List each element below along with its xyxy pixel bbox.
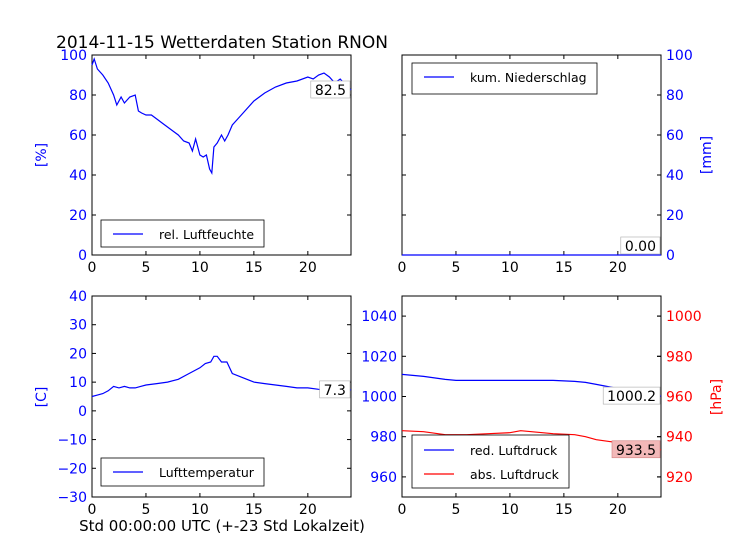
x-tick-label: 15 — [245, 260, 263, 276]
y-tick-label: 0 — [666, 248, 675, 264]
x-tick-label: 0 — [398, 502, 407, 518]
current-value-label: 82.5 — [315, 83, 346, 99]
x-tick-label: 0 — [88, 502, 97, 518]
x-tick-label: 0 — [398, 260, 407, 276]
y-tick-label: 980 — [370, 430, 397, 446]
x-axis-label: Std 00:00:00 UTC (+-23 Std Lokalzeit) — [79, 517, 365, 535]
x-tick-label: 5 — [451, 260, 460, 276]
y-tick-label: 10 — [69, 375, 87, 391]
x-tick-label: 0 — [88, 260, 97, 276]
current-value-label: 0.00 — [625, 239, 656, 255]
x-tick-label: 5 — [141, 502, 150, 518]
y-axis-label: [mm] — [699, 136, 715, 174]
y-tick-label: 20 — [69, 208, 87, 224]
y-right-tick-label: 940 — [666, 430, 693, 446]
x-tick-label: 10 — [191, 260, 209, 276]
y-tick-label: 0 — [78, 248, 87, 264]
y-tick-label: 80 — [666, 88, 684, 104]
x-tick-label: 10 — [501, 260, 519, 276]
legend-label: rel. Luftfeuchte — [159, 227, 254, 242]
plot-frame-1 — [91, 54, 352, 256]
y-tick-label: 60 — [69, 128, 87, 144]
x-tick-label: 5 — [451, 502, 460, 518]
y-tick-label: 1020 — [361, 349, 397, 365]
y-axis-label: [%] — [34, 143, 50, 167]
x-tick-label: 10 — [501, 502, 519, 518]
x-tick-label: 10 — [191, 502, 209, 518]
y-tick-label: 100 — [60, 48, 87, 64]
y-tick-label: 80 — [69, 88, 87, 104]
y-tick-label: −30 — [57, 490, 87, 506]
y-tick-label: 20 — [69, 346, 87, 362]
y-tick-label: 40 — [666, 168, 684, 184]
y-tick-label: 20 — [666, 208, 684, 224]
current-value-box-right — [611, 440, 661, 459]
current-value-label: 7.3 — [324, 383, 346, 399]
series-line — [91, 355, 352, 398]
y-tick-label: 60 — [666, 128, 684, 144]
legend-box — [411, 434, 570, 489]
y-tick-label: −20 — [57, 461, 87, 477]
x-tick-label: 15 — [555, 260, 573, 276]
current-value-label-right: 933.5 — [616, 443, 656, 459]
current-value-box — [319, 380, 351, 399]
series-line — [91, 57, 352, 176]
current-value-box — [620, 236, 661, 255]
x-tick-label: 20 — [299, 260, 317, 276]
x-tick-label: 20 — [609, 260, 627, 276]
y-right-tick-label: 980 — [666, 349, 693, 365]
legend-label: Lufttemperatur — [159, 465, 255, 480]
y-axis-label: [hPa] — [709, 379, 725, 415]
x-tick-label: 15 — [245, 502, 263, 518]
y-tick-label: 40 — [69, 289, 87, 305]
current-value-label: 1000.2 — [607, 389, 656, 405]
figure-title: 2014-11-15 Wetterdaten Station RNON — [56, 33, 388, 53]
x-tick-label: 5 — [141, 260, 150, 276]
legend-label: red. Luftdruck — [470, 443, 558, 458]
y-tick-label: 30 — [69, 318, 87, 334]
y-axis-label: [C] — [34, 387, 50, 408]
x-tick-label: 15 — [555, 502, 573, 518]
current-value-box — [310, 80, 351, 99]
current-value-box — [602, 386, 661, 405]
y-tick-label: 0 — [78, 404, 87, 420]
x-tick-label: 20 — [299, 502, 317, 518]
legend-box — [411, 62, 598, 95]
y-tick-label: 100 — [666, 48, 693, 64]
y-tick-label: 40 — [69, 168, 87, 184]
y-tick-label: 1000 — [361, 390, 397, 406]
legend-label: kum. Niederschlag — [470, 70, 587, 85]
y-tick-label: −10 — [57, 433, 87, 449]
legend-label: abs. Luftdruck — [470, 467, 560, 482]
x-tick-label: 20 — [609, 502, 627, 518]
y-tick-label: 960 — [370, 470, 397, 486]
y-right-tick-label: 920 — [666, 470, 693, 486]
y-right-tick-label: 1000 — [666, 309, 702, 325]
y-right-tick-label: 960 — [666, 390, 693, 406]
y-tick-label: 1040 — [361, 309, 397, 325]
